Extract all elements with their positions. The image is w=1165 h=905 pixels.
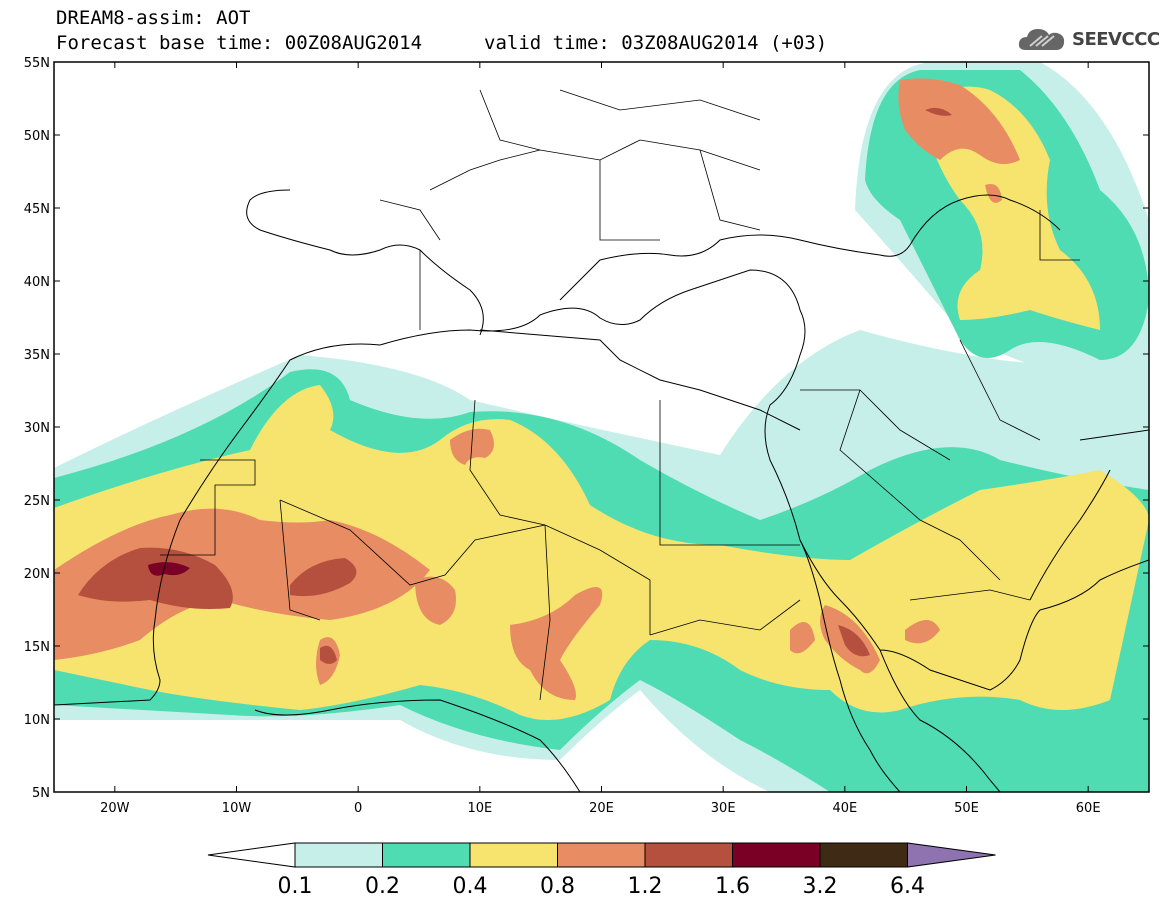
colorbar-level-label: 0.2 — [365, 874, 400, 899]
lon-tick-label: 20W — [100, 801, 130, 816]
lat-tick-label: 35N — [24, 348, 50, 363]
colorbar-level-label: 6.4 — [890, 874, 925, 899]
colorbar-segment — [644, 842, 733, 868]
coastlines — [54, 189, 1149, 792]
colorbar: 0.1 0.2 0.4 0.8 1.2 1.6 3.2 6.4 — [207, 842, 996, 899]
lon-tick-label: 10W — [222, 801, 252, 816]
colorbar-segment — [819, 842, 908, 868]
aot-band-0.4 — [54, 385, 1149, 720]
aot-band-0.8 — [905, 620, 940, 644]
lon-tick-label: 40E — [832, 801, 857, 816]
country-borders — [160, 89, 1080, 701]
lat-tick-label: 10N — [24, 713, 50, 728]
lon-tick-label: 60E — [1076, 801, 1101, 816]
cloud-icon — [1018, 29, 1065, 50]
colorbar-segment — [469, 842, 558, 868]
aot-band-0.8 — [415, 576, 456, 625]
aot-band-1.2 — [838, 625, 870, 657]
aot-band-0.8 — [790, 622, 815, 654]
aot-band-1.2 — [78, 547, 233, 609]
aot-band-0.8 — [985, 184, 1002, 203]
lat-tick-label: 45N — [24, 202, 50, 217]
aot-band-1.2 — [925, 107, 952, 116]
lat-tick-label: 30N — [24, 421, 50, 436]
lon-tick-label: 30E — [711, 801, 736, 816]
map-axes: 20W 10W 0 10E 20E 30E 40E 50E 60E 5N 10N 15N 20N 25N 3… — [24, 56, 1149, 816]
base-time: Forecast base time: 00Z08AUG2014 — [56, 32, 423, 54]
lat-tick-label: 40N — [24, 275, 50, 290]
lat-tick-label: 5N — [32, 786, 50, 801]
lat-tick-label: 25N — [24, 494, 50, 509]
logo-text: SEEVCCC — [1072, 28, 1160, 50]
lat-tick-label: 20N — [24, 567, 50, 582]
lat-tick-label: 50N — [24, 129, 50, 144]
colorbar-level-label: 1.2 — [628, 874, 663, 899]
colorbar-segment — [557, 842, 646, 868]
aot-band-1.2 — [320, 645, 337, 664]
colorbar-over-triangle — [907, 842, 996, 868]
aot-band-0.8 — [510, 587, 603, 700]
seevccc-logo: SEEVCCC — [1016, 22, 1160, 56]
valid-time: valid time: 03Z08AUG2014 (+03) — [484, 32, 828, 54]
aot-contours — [54, 62, 1149, 792]
map-title: DREAM8-assim: AOT — [56, 7, 251, 29]
colorbar-segment — [732, 842, 821, 868]
aot-band-1.6 — [148, 562, 190, 576]
aot-band-0.8 — [54, 508, 430, 660]
colorbar-level-label: 3.2 — [803, 874, 838, 899]
colorbar-level-label: 0.4 — [453, 874, 488, 899]
lon-tick-label: 0 — [354, 801, 362, 816]
lon-tick-label: 10E — [467, 801, 492, 816]
lon-tick-label: 50E — [954, 801, 979, 816]
lon-tick-label: 20E — [589, 801, 614, 816]
colorbar-level-label: 1.6 — [715, 874, 750, 899]
aot-band-0.8 — [898, 78, 1020, 164]
lat-tick-label: 55N — [24, 56, 50, 71]
colorbar-segment — [294, 842, 383, 868]
colorbar-level-label: 0.8 — [540, 874, 575, 899]
colorbar-level-label: 0.1 — [278, 874, 313, 899]
colorbar-segment — [382, 842, 471, 868]
colorbar-under-triangle — [207, 842, 296, 868]
lat-tick-label: 15N — [24, 640, 50, 655]
forecast-times: Forecast base time: 00Z08AUG2014 valid ti… — [56, 32, 827, 54]
aot-band-1.2 — [290, 558, 357, 597]
